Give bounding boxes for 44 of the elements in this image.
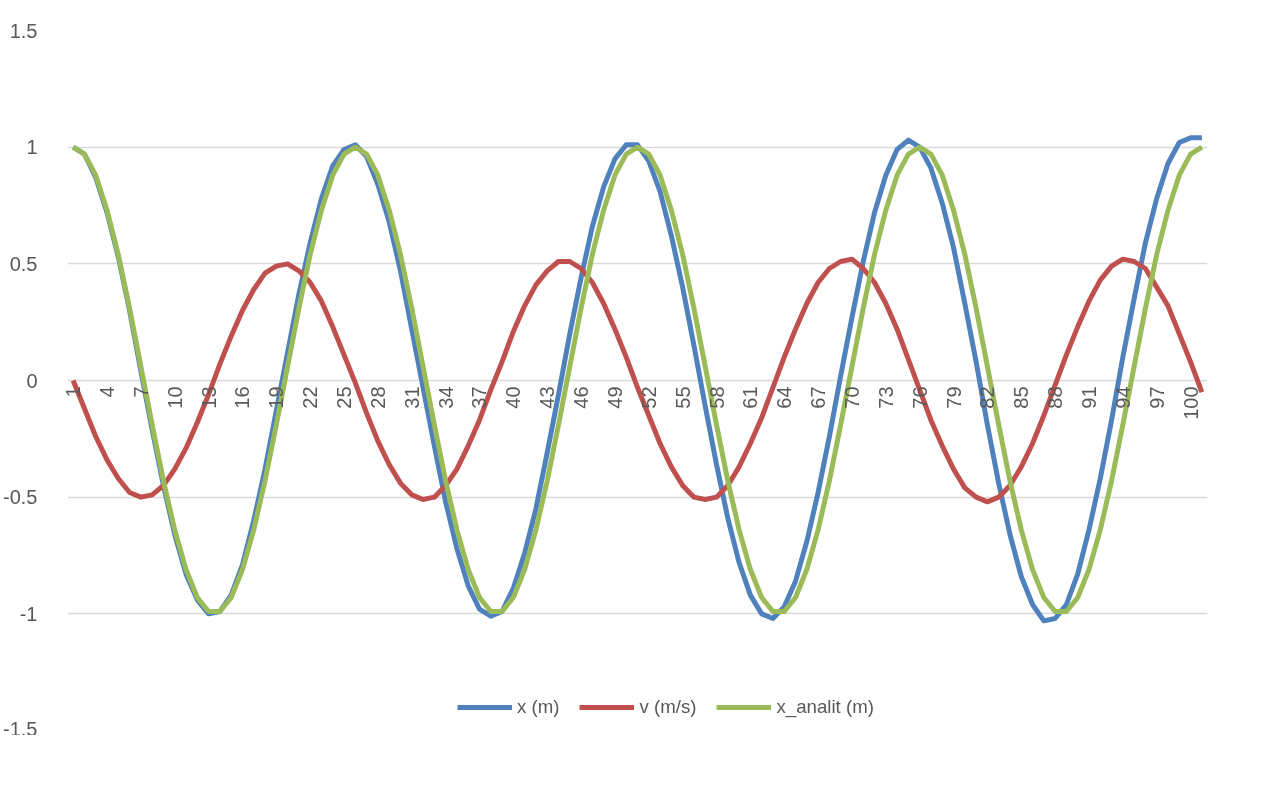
x-tick-label: 73: [874, 386, 897, 409]
x-tick-label: 76: [908, 386, 931, 409]
x-tick-label: 19: [265, 386, 288, 409]
x-tick-label: 10: [163, 386, 186, 409]
x-tick-label: 49: [603, 386, 626, 409]
x-tick-label: 52: [637, 386, 660, 409]
x-tick-label: 85: [1010, 386, 1033, 409]
x-tick-label: 67: [807, 386, 830, 409]
y-tick-label: -1: [19, 602, 38, 625]
legend-label: x (m): [517, 696, 560, 718]
x-tick-label: 13: [197, 386, 220, 409]
x-tick-label: 58: [705, 386, 728, 409]
y-tick-label: 1: [26, 136, 38, 159]
y-tick-label: 1.5: [9, 19, 38, 42]
x-tick-label: 61: [739, 386, 762, 409]
y-tick-label: 0: [26, 369, 38, 392]
x-tick-label: 40: [502, 386, 525, 409]
legend-label: v (m/s): [639, 696, 697, 718]
x-tick-label: 7: [129, 386, 152, 398]
x-tick-label: 55: [671, 386, 694, 409]
x-tick-label: 46: [570, 386, 593, 409]
x-tick-label: 34: [434, 386, 457, 409]
x-tick-label: 100: [1179, 386, 1202, 420]
x-tick-label: 16: [231, 386, 254, 409]
x-tick-label: 43: [536, 386, 559, 409]
x-tick-label: 70: [840, 386, 863, 409]
y-tick-label: 0.5: [9, 252, 38, 275]
x-tick-label: 31: [400, 386, 423, 409]
x-tick-label: 37: [468, 386, 491, 409]
legend-label: x_analit (m): [776, 696, 874, 718]
x-tick-label: 4: [96, 386, 118, 398]
x-tick-label: 22: [299, 386, 322, 409]
x-tick-label: 91: [1077, 386, 1100, 409]
x-tick-label: 79: [942, 386, 965, 409]
x-tick-label: 88: [1044, 386, 1067, 409]
x-tick-label: 25: [333, 386, 356, 409]
x-tick-label: 94: [1111, 386, 1134, 409]
x-tick-label: 82: [976, 386, 999, 409]
x-tick-label: 97: [1145, 386, 1168, 409]
y-tick-label: -1.5: [3, 717, 38, 740]
x-tick-label: 64: [773, 386, 796, 409]
x-tick-label: 1: [62, 386, 85, 398]
x-tick-label: 28: [366, 386, 389, 409]
y-tick-label: -0.5: [3, 486, 38, 509]
